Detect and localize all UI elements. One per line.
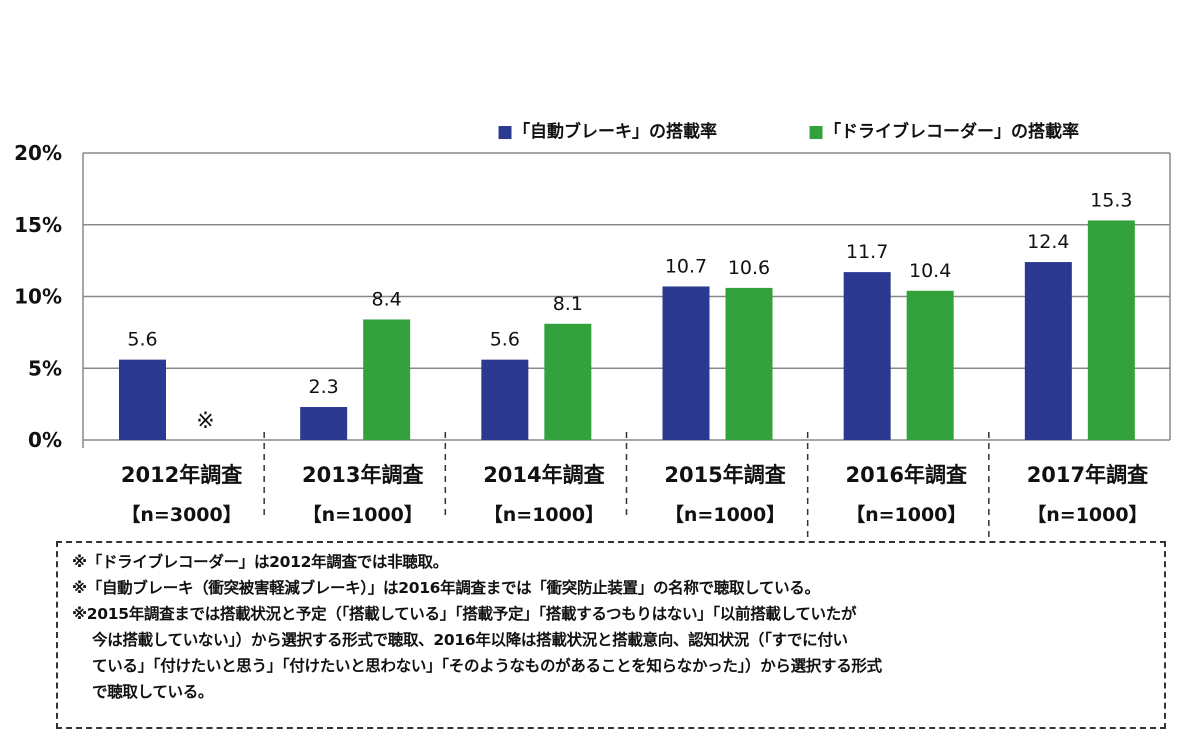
y-tick-label: 5%: [28, 356, 62, 380]
x-tick-label: 2013年調査: [302, 463, 423, 487]
note-3-cont-1: 今は搭載していない」）から選択する形式で聴取、2016年以降は搭載状況と搭載意向…: [92, 631, 848, 649]
data-label: 10.7: [665, 255, 707, 277]
x-tick-label: 2015年調査: [664, 463, 785, 487]
x-tick-sublabel: 【n=1000】: [303, 503, 423, 526]
bar-drive-recorder: [363, 319, 411, 440]
bar-drive-recorder: [906, 290, 954, 440]
data-label: 8.4: [372, 288, 402, 310]
data-label: 11.7: [846, 241, 888, 263]
note-3: ※2015年調査までは搭載状況と予定（「搭載している」「搭載予定」「搭載するつも…: [72, 605, 857, 623]
data-label: 5.6: [127, 329, 157, 351]
data-label: 8.1: [553, 293, 583, 315]
not-surveyed-mark: ※: [196, 409, 214, 434]
x-tick-label: 2016年調査: [846, 463, 967, 487]
x-tick-sublabel: 【n=1000】: [484, 503, 604, 526]
bar-auto-brake: [843, 272, 891, 440]
x-tick-label: 2014年調査: [483, 463, 604, 487]
data-label: 10.4: [909, 260, 951, 282]
data-label: 12.4: [1027, 231, 1069, 253]
x-tick-label: 2012年調査: [121, 463, 242, 487]
y-tick-label: 10%: [14, 285, 62, 309]
legend-drive-recorder: ■「ドライブレコーダー」の搭載率: [808, 121, 1079, 142]
y-tick-label: 0%: [28, 428, 62, 452]
x-tick-sublabel: 【n=1000】: [665, 503, 785, 526]
data-label: 15.3: [1090, 189, 1132, 211]
note-3-cont-3: で聴取している。: [92, 683, 214, 701]
note-2: ※「自動ブレーキ（衝突被害軽減ブレーキ）」は2016年調査までは「衝突防止装置」…: [72, 579, 820, 597]
x-tick-sublabel: 【n=1000】: [846, 503, 966, 526]
y-tick-label: 20%: [14, 141, 62, 165]
data-label: 10.6: [728, 257, 770, 279]
data-label: 2.3: [309, 376, 339, 398]
note-3-cont-2: ている」「付けたいと思う」「付けたいと思わない」「そのようなものがあることを知ら…: [92, 657, 882, 675]
y-tick-label: 15%: [14, 213, 62, 237]
legend-auto-brake: ■「自動ブレーキ」の搭載率: [497, 121, 717, 142]
bar-auto-brake: [300, 406, 348, 440]
bar-auto-brake: [1024, 262, 1072, 440]
x-tick-sublabel: 【n=1000】: [1027, 503, 1147, 526]
bar-auto-brake: [119, 359, 166, 440]
bar-auto-brake: [662, 286, 710, 440]
note-1: ※「ドライブレコーダー」は2012年調査では非聴取。: [72, 553, 448, 571]
bar-drive-recorder: [544, 323, 592, 440]
x-tick-label: 2017年調査: [1027, 463, 1148, 487]
x-tick-sublabel: 【n=3000】: [121, 503, 241, 526]
bar-auto-brake: [481, 359, 529, 440]
notes-box: ※「ドライブレコーダー」は2012年調査では非聴取。 ※「自動ブレーキ（衝突被害…: [56, 541, 1166, 729]
bar-drive-recorder: [1087, 220, 1135, 440]
bar-chart: 0% 5% 10% 15% 20% 5.6 2.3 5.6 10.7 11.7 12.4 ※ 8.4 8.…: [14, 121, 1171, 537]
data-label: 5.6: [490, 329, 520, 351]
bar-drive-recorder: [725, 287, 773, 440]
